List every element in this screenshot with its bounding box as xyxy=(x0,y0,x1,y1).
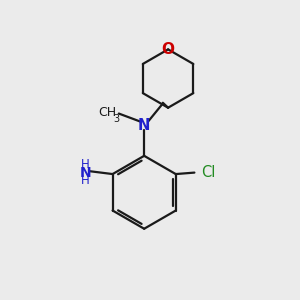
Text: O: O xyxy=(162,42,175,57)
Text: CH: CH xyxy=(98,106,116,118)
Text: H: H xyxy=(81,158,90,171)
Text: H: H xyxy=(81,174,90,187)
Text: N: N xyxy=(138,118,150,133)
Text: 3: 3 xyxy=(113,114,119,124)
Text: Cl: Cl xyxy=(201,165,215,180)
Text: N: N xyxy=(80,166,91,180)
